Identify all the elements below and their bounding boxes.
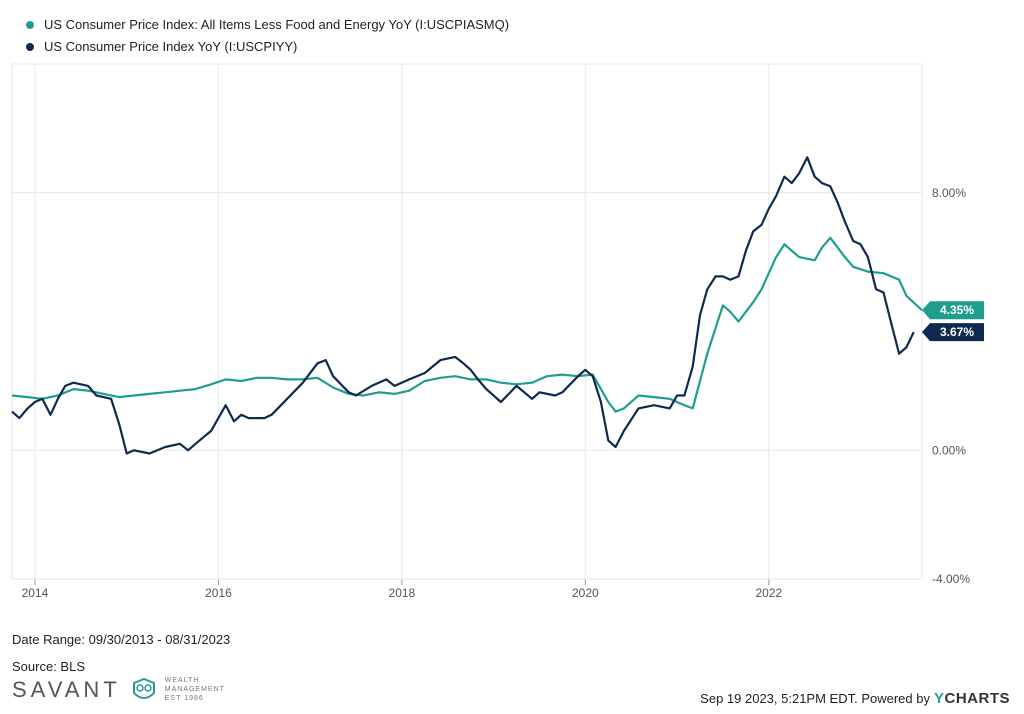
date-range: Date Range: 09/30/2013 - 08/31/2023 bbox=[12, 632, 231, 647]
logo-sub-est: EST 1986 bbox=[164, 695, 204, 702]
end-tag-core-cpi bbox=[922, 301, 984, 320]
logo-wordmark: SAVANT bbox=[12, 676, 121, 702]
ycharts-logo-y: Y bbox=[933, 690, 945, 707]
plot-area bbox=[11, 63, 923, 580]
ycharts-logo-text: CHARTS bbox=[944, 690, 1010, 707]
legend-label-cpi: US Consumer Price Index YoY (I:USCPIYY) bbox=[44, 39, 298, 54]
y-tick-label: 8.00% bbox=[932, 186, 966, 200]
end-label-core-cpi: 4.35% bbox=[940, 303, 974, 317]
owl-icon bbox=[132, 677, 155, 699]
savant-logo: SAVANT WEALTH MANAGEMENT EST 1986 bbox=[12, 676, 225, 703]
logo-sub-wealth: WEALTH bbox=[164, 677, 200, 684]
logo-sub-management: MANAGEMENT bbox=[164, 686, 225, 693]
series-line-core-cpi bbox=[11, 236, 923, 413]
y-tick-label: 0.00% bbox=[932, 443, 966, 457]
powered-by: Sep 19 2023, 5:21PM EDT. Powered by YCHA… bbox=[700, 690, 1010, 707]
x-tick-label: 2020 bbox=[572, 586, 599, 600]
logo-subtext: WEALTH MANAGEMENT EST 1986 bbox=[165, 676, 225, 703]
source: Source: BLS bbox=[12, 659, 85, 674]
x-tick-label: 2014 bbox=[22, 586, 49, 600]
legend-item-core-cpi[interactable]: US Consumer Price Index: All Items Less … bbox=[26, 14, 509, 36]
ycharts-logo[interactable]: YCHARTS bbox=[934, 690, 1010, 707]
x-tick-label: 2022 bbox=[755, 586, 782, 600]
legend-dot-cpi bbox=[26, 43, 34, 51]
timestamp: Sep 19 2023, 5:21PM EDT. Powered by bbox=[700, 691, 930, 706]
y-tick-label: -4.00% bbox=[932, 572, 970, 586]
legend-dot-core-cpi bbox=[26, 21, 34, 29]
series-line-cpi bbox=[11, 156, 915, 455]
legend-item-cpi[interactable]: US Consumer Price Index YoY (I:USCPIYY) bbox=[26, 36, 509, 58]
end-tag-cpi bbox=[922, 323, 984, 342]
x-tick-label: 2016 bbox=[205, 586, 232, 600]
x-tick-label: 2018 bbox=[389, 586, 416, 600]
end-label-cpi: 3.67% bbox=[940, 325, 974, 339]
legend-label-core-cpi: US Consumer Price Index: All Items Less … bbox=[44, 17, 510, 32]
chart-legend: US Consumer Price Index: All Items Less … bbox=[26, 14, 509, 58]
